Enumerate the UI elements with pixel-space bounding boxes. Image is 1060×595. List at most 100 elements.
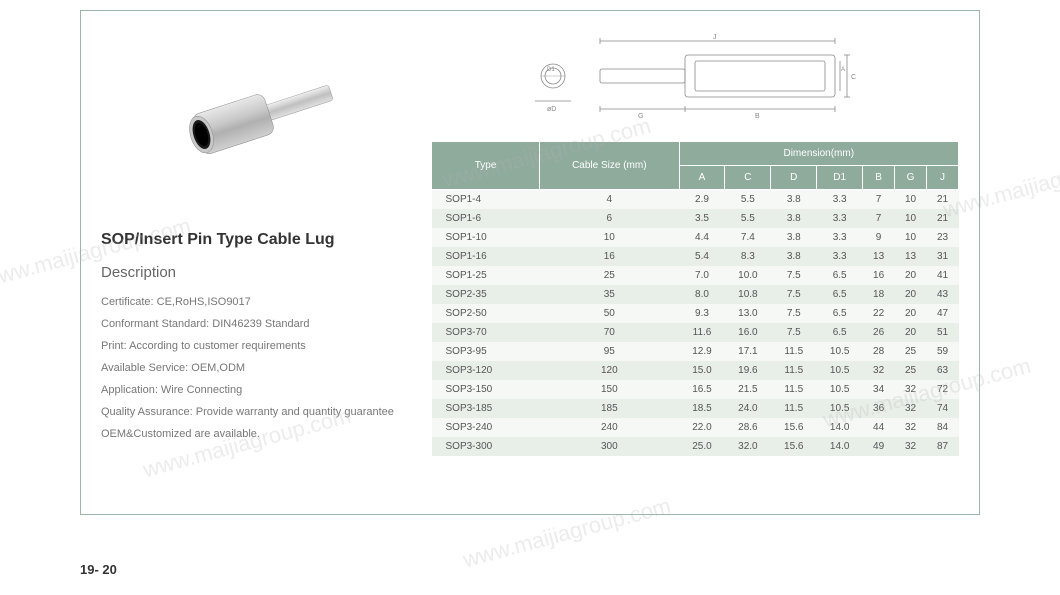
dimension-diagram-icon: øD D1 J G B: [525, 31, 865, 121]
table-cell: 14.0: [817, 437, 863, 456]
table-cell: SOP1-4: [432, 190, 540, 210]
col-dim-sub: A: [679, 166, 725, 190]
table-cell: 20: [895, 285, 927, 304]
table-row: SOP1-16165.48.33.83.3131331: [432, 247, 959, 266]
table-cell: 32: [895, 437, 927, 456]
table-cell: 3.8: [771, 190, 817, 210]
table-cell: 16: [863, 266, 895, 285]
table-cell: 22.0: [679, 418, 725, 437]
table-cell: 31: [927, 247, 959, 266]
table-cell: 12.9: [679, 342, 725, 361]
table-cell: SOP3-70: [432, 323, 540, 342]
svg-text:G: G: [638, 113, 643, 120]
table-cell: 300: [540, 437, 679, 456]
table-cell: 44: [863, 418, 895, 437]
table-cell: 150: [540, 380, 679, 399]
table-cell: SOP1-10: [432, 228, 540, 247]
table-cell: 6.5: [817, 266, 863, 285]
table-cell: 51: [927, 323, 959, 342]
table-cell: 7: [863, 190, 895, 210]
table-row: SOP3-24024022.028.615.614.0443284: [432, 418, 959, 437]
svg-text:D1: D1: [547, 67, 555, 73]
description-heading: Description: [101, 264, 411, 281]
table-cell: 7.4: [725, 228, 771, 247]
table-cell: 17.1: [725, 342, 771, 361]
table-cell: 11.5: [771, 361, 817, 380]
product-title: SOP/Insert Pin Type Cable Lug: [101, 231, 411, 249]
table-cell: 28.6: [725, 418, 771, 437]
table-cell: 20: [895, 304, 927, 323]
table-row: SOP1-442.95.53.83.371021: [432, 190, 959, 210]
table-cell: 10: [895, 228, 927, 247]
table-cell: 3.3: [817, 209, 863, 228]
table-row: SOP3-30030025.032.015.614.0493287: [432, 437, 959, 456]
table-cell: SOP3-150: [432, 380, 540, 399]
table-cell: 9.3: [679, 304, 725, 323]
table-cell: 72: [927, 380, 959, 399]
table-cell: SOP1-25: [432, 266, 540, 285]
table-cell: 3.5: [679, 209, 725, 228]
table-cell: 18: [863, 285, 895, 304]
table-cell: 13: [895, 247, 927, 266]
table-cell: 21: [927, 190, 959, 210]
table-cell: 36: [863, 399, 895, 418]
table-cell: 7.5: [771, 285, 817, 304]
table-cell: 10.5: [817, 399, 863, 418]
table-row: SOP3-18518518.524.011.510.5363274: [432, 399, 959, 418]
table-cell: 5.5: [725, 190, 771, 210]
technical-drawing: øD D1 J G B: [525, 31, 865, 121]
svg-text:J: J: [713, 34, 717, 41]
table-cell: 47: [927, 304, 959, 323]
col-dimension: Dimension(mm): [679, 142, 958, 166]
svg-text:C: C: [851, 74, 856, 81]
table-cell: 20: [895, 266, 927, 285]
table-cell: 28: [863, 342, 895, 361]
table-cell: 32.0: [725, 437, 771, 456]
table-cell: 32: [895, 399, 927, 418]
table-cell: 8.0: [679, 285, 725, 304]
table-cell: 63: [927, 361, 959, 380]
col-dim-sub: G: [895, 166, 927, 190]
table-cell: 35: [540, 285, 679, 304]
table-cell: 13: [863, 247, 895, 266]
table-cell: 24.0: [725, 399, 771, 418]
description-line: Available Service: OEM,ODM: [101, 357, 411, 379]
table-cell: 6: [540, 209, 679, 228]
table-cell: 13.0: [725, 304, 771, 323]
table-cell: 15.0: [679, 361, 725, 380]
table-cell: 3.3: [817, 247, 863, 266]
table-cell: 16.0: [725, 323, 771, 342]
table-cell: 7.0: [679, 266, 725, 285]
table-cell: 11.5: [771, 399, 817, 418]
product-card: SOP/Insert Pin Type Cable Lug Descriptio…: [80, 10, 980, 515]
table-cell: 16: [540, 247, 679, 266]
table-row: SOP3-707011.616.07.56.5262051: [432, 323, 959, 342]
table-row: SOP1-25257.010.07.56.5162041: [432, 266, 959, 285]
table-cell: 6.5: [817, 323, 863, 342]
table-cell: SOP3-120: [432, 361, 540, 380]
table-cell: 41: [927, 266, 959, 285]
table-row: SOP3-15015016.521.511.510.5343272: [432, 380, 959, 399]
description-line: Conformant Standard: DIN46239 Standard: [101, 313, 411, 335]
page-number: 19- 20: [80, 562, 117, 577]
table-cell: 11.6: [679, 323, 725, 342]
table-cell: 7.5: [771, 323, 817, 342]
table-cell: SOP3-300: [432, 437, 540, 456]
table-cell: 3.8: [771, 228, 817, 247]
table-cell: SOP1-6: [432, 209, 540, 228]
table-cell: 240: [540, 418, 679, 437]
table-cell: 7: [863, 209, 895, 228]
table-cell: 120: [540, 361, 679, 380]
table-row: SOP1-10104.47.43.83.391023: [432, 228, 959, 247]
table-cell: 84: [927, 418, 959, 437]
table-cell: SOP3-185: [432, 399, 540, 418]
table-cell: 10.5: [817, 380, 863, 399]
table-cell: 70: [540, 323, 679, 342]
table-cell: 3.8: [771, 209, 817, 228]
table-cell: 6.5: [817, 304, 863, 323]
table-row: SOP3-959512.917.111.510.5282559: [432, 342, 959, 361]
table-cell: 8.3: [725, 247, 771, 266]
table-cell: 25: [895, 342, 927, 361]
table-cell: 9: [863, 228, 895, 247]
table-cell: 19.6: [725, 361, 771, 380]
